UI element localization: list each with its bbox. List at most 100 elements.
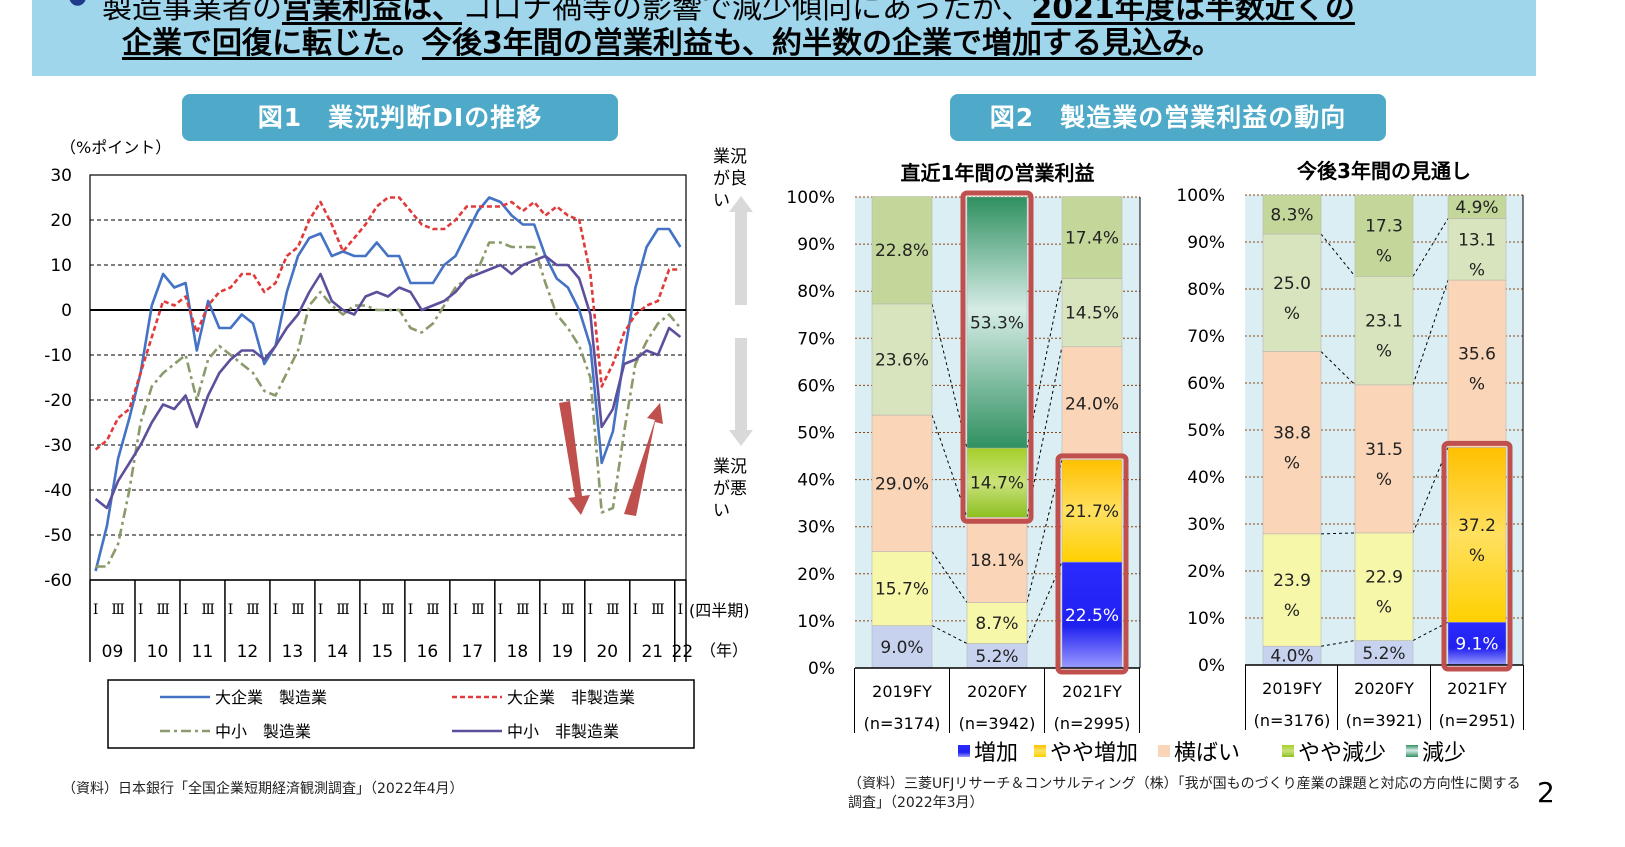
data-label: 8.3% [1270,206,1313,226]
data-label: 22.8% [875,241,929,261]
headline-emphasis: 営業利益は、 [282,0,462,26]
legend-swatch-1 [958,745,970,757]
bar-segment-2019FY-2 [1262,533,1322,647]
y-tick-label: 60% [1187,374,1225,394]
quarter-tick-label: Ⅲ [201,602,215,618]
y-tick-label: 50% [1187,421,1225,441]
bar-segment-2020FY-3 [1354,384,1414,534]
connector-line [931,303,968,449]
data-label: 5.2% [975,647,1018,667]
y-tick-label: -60 [44,571,72,591]
quarter-tick-label: Ⅲ [246,602,260,618]
data-label-value: 22.9 [1365,568,1403,588]
bar-segment-2020FY-5 [966,196,1028,449]
data-label-unit: % [1469,260,1485,280]
data-label: 14.7% [970,474,1024,494]
bar-segment-2019FY-3 [871,414,933,552]
category-note: (n=2951) [1439,711,1516,730]
y-tick-label: 30% [797,518,835,538]
y-tick-label: 90% [797,235,835,255]
quarter-tick-label: Ⅲ [426,602,440,618]
data-label: 23.1% [1365,312,1403,362]
bad-condition-label: 業況が悪い [713,457,747,521]
line-series-4 [94,254,682,510]
quarter-tick-label: Ⅰ [138,602,144,618]
category-note: (n=3176) [1254,711,1331,730]
bar-segment-2019FY-4 [871,303,933,416]
bar-segment-2019FY-5 [871,196,933,305]
data-label-value: 17.3 [1365,217,1403,237]
data-label: 53.3% [970,314,1024,334]
up-arrow-icon [729,196,753,305]
y-tick-label: -20 [44,391,72,411]
bar-segment-2019FY-5 [1262,194,1322,235]
bar-segment-2020FY-4 [1354,276,1414,386]
headline-banner: ● 製造事業者の営業利益は、コロナ禍等の影響で減少傾向にあったが、2021年度は… [32,0,1536,76]
y-tick-label: -40 [44,481,72,501]
data-label-unit: % [1376,247,1392,267]
chart-title: 直近1年間の営業利益 [901,161,1095,185]
data-label: 14.5% [1065,304,1119,324]
bar-segment-2021FY-2 [1061,459,1123,563]
bullet-icon: ● [68,0,87,9]
highlight-box [1441,440,1513,672]
data-label: 15.7% [875,580,929,600]
bar-segment-2021FY-3 [1447,279,1507,448]
headline-emphasis: 2021年度は半数近くの [1031,0,1355,26]
bar-segment-2021FY-1 [1447,621,1507,666]
quarter-tick-label: Ⅲ [516,602,530,618]
year-tick-label: 19 [551,642,573,662]
quarter-tick-label: Ⅲ [291,602,305,618]
data-label-value: 25.0 [1273,274,1311,294]
y-tick-label: 20% [1187,562,1225,582]
y-tick-label: 30 [50,166,72,186]
data-label: 29.0% [875,474,929,494]
data-label: 22.5% [1065,606,1119,626]
data-label: 4.9% [1455,198,1498,218]
category-label: 2019FY [872,682,932,701]
data-label-unit: % [1376,342,1392,362]
data-label-value: 13.1 [1458,230,1496,250]
legend-label: 減少 [1422,741,1466,766]
category-label: 2021FY [1447,679,1507,698]
line-series-2 [94,196,681,451]
data-label: 8.7% [975,614,1018,634]
y-tick-label: 0% [1198,656,1225,676]
year-tick-label: 09 [102,642,124,662]
data-label: 25.0% [1273,274,1311,324]
plot-area [89,174,687,581]
y-tick-label: 100% [786,188,835,208]
data-label-unit: % [1284,454,1300,474]
y-tick-label: 70% [1187,327,1225,347]
y-tick-label: 50% [797,424,835,444]
year-tick-label: 12 [237,642,259,662]
y-tick-label: 60% [797,376,835,396]
year-tick-label: 11 [192,642,214,662]
data-label: 4.0% [1270,647,1313,667]
data-label-value: 31.5 [1365,440,1403,460]
data-label: 13.1% [1458,230,1496,280]
data-label-unit: % [1376,470,1392,490]
y-tick-label: 10% [1187,609,1225,629]
legend-label: 大企業 製造業 [215,688,327,707]
bar-chart-legend: 増加 やや増加 横ばい やや減少 減少 [958,741,1466,766]
y-tick-label: 70% [797,329,835,349]
quarter-tick-label: Ⅰ [588,602,594,618]
bar-segment-2021FY-5 [1061,196,1123,279]
y-tick-label: -30 [44,436,72,456]
data-label: 9.1% [1455,635,1498,655]
line-series-3 [95,241,682,568]
connector-line [1412,218,1449,277]
category-note: (n=3174) [864,714,941,733]
year-axis-label: （年） [700,641,749,660]
headline-text: 。 [1191,26,1222,61]
quarter-tick-label: Ⅰ [633,602,639,618]
data-label: 23.6% [875,350,929,370]
legend-swatch-5 [1406,745,1418,757]
figure-2-source-line-1: （資料）三菱UFJリサーチ＆コンサルティング（株）「我が国ものづくり産業の課題と… [848,776,1521,792]
year-tick-label: 15 [372,642,394,662]
data-label: 38.8% [1273,424,1311,474]
legend-label: 中小 製造業 [215,722,311,741]
data-label: 23.9% [1273,571,1311,621]
